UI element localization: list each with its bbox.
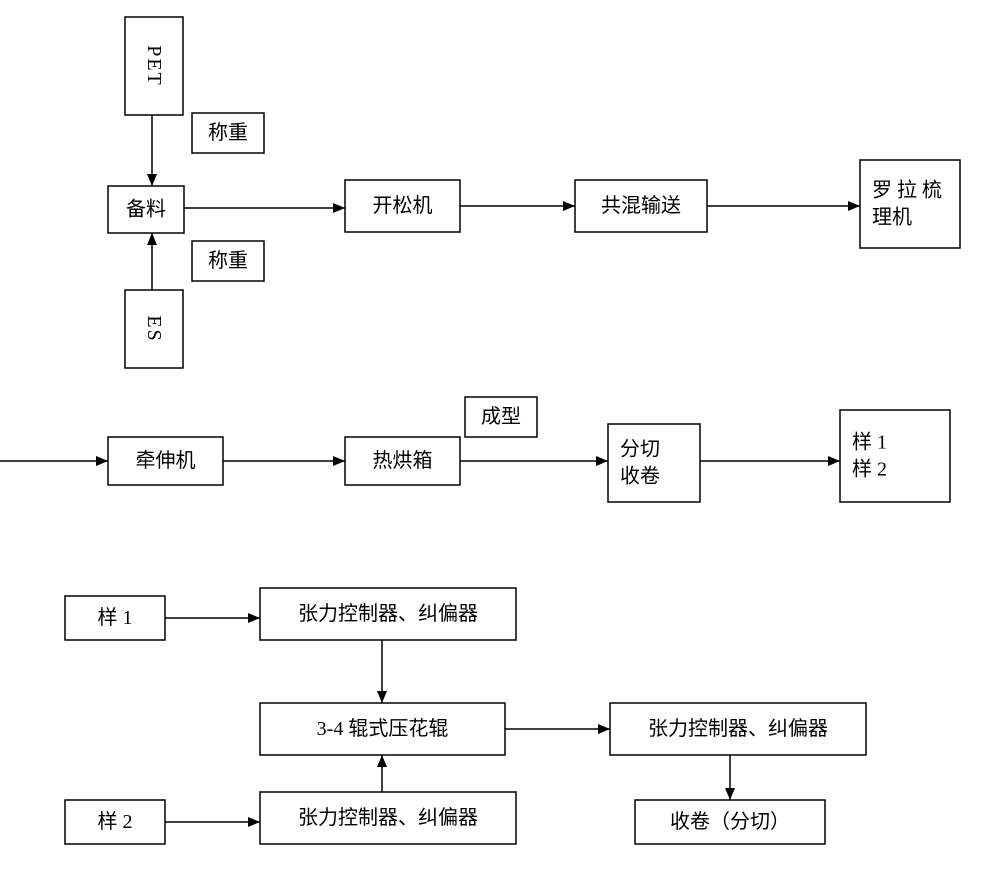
node-pet: PET bbox=[125, 17, 183, 115]
node-samples: 样 1样 2 bbox=[840, 410, 950, 502]
node-oven: 热烘箱 bbox=[345, 437, 460, 485]
node-weigh2-label: 称重 bbox=[208, 249, 248, 272]
node-blend: 共混输送 bbox=[575, 180, 707, 232]
flowchart-svg: PET称重备料称重ES开松机共混输送罗 拉 梳理机牵伸机热烘箱成型分切收卷样 1… bbox=[0, 0, 1000, 868]
node-opener: 开松机 bbox=[345, 180, 460, 232]
node-forming-label: 成型 bbox=[481, 405, 521, 428]
node-slit-line0: 分切 bbox=[620, 438, 660, 461]
node-emboss: 3-4 辊式压花辊 bbox=[260, 703, 505, 755]
node-sample1: 样 1 bbox=[65, 596, 165, 640]
node-blend-label: 共混输送 bbox=[601, 194, 681, 217]
node-draw-label: 牵伸机 bbox=[136, 449, 196, 472]
node-tension1-label: 张力控制器、纠偏器 bbox=[298, 602, 478, 625]
node-pet-label: PET bbox=[143, 45, 165, 87]
node-tension2: 张力控制器、纠偏器 bbox=[260, 792, 516, 844]
node-sample2-label: 样 2 bbox=[98, 810, 133, 833]
node-prep-label: 备料 bbox=[126, 198, 166, 221]
node-slit: 分切收卷 bbox=[608, 424, 700, 502]
node-es-label: ES bbox=[143, 315, 165, 342]
node-slit-line1: 收卷 bbox=[620, 465, 660, 488]
node-oven-label: 热烘箱 bbox=[373, 449, 433, 472]
node-roller: 罗 拉 梳理机 bbox=[860, 160, 960, 248]
node-rewind: 收卷（分切） bbox=[635, 800, 825, 844]
node-tension1: 张力控制器、纠偏器 bbox=[260, 588, 516, 640]
node-sample1-label: 样 1 bbox=[98, 606, 133, 629]
node-tension3: 张力控制器、纠偏器 bbox=[610, 703, 866, 755]
node-weigh2: 称重 bbox=[192, 241, 264, 281]
node-rewind-label: 收卷（分切） bbox=[670, 810, 790, 833]
node-draw: 牵伸机 bbox=[108, 437, 223, 485]
node-samples-line0: 样 1 bbox=[852, 431, 887, 454]
node-sample2: 样 2 bbox=[65, 800, 165, 844]
node-roller-line1: 理机 bbox=[872, 206, 912, 229]
node-prep: 备料 bbox=[108, 186, 184, 233]
node-samples-line1: 样 2 bbox=[852, 458, 887, 481]
node-weigh1: 称重 bbox=[192, 113, 264, 153]
node-emboss-label: 3-4 辊式压花辊 bbox=[317, 717, 449, 740]
node-forming: 成型 bbox=[465, 397, 537, 437]
node-tension2-label: 张力控制器、纠偏器 bbox=[298, 806, 478, 829]
node-opener-label: 开松机 bbox=[373, 194, 433, 217]
node-es: ES bbox=[125, 290, 183, 368]
node-tension3-label: 张力控制器、纠偏器 bbox=[648, 717, 828, 740]
node-roller-line0: 罗 拉 梳 bbox=[872, 179, 942, 202]
node-weigh1-label: 称重 bbox=[208, 121, 248, 144]
